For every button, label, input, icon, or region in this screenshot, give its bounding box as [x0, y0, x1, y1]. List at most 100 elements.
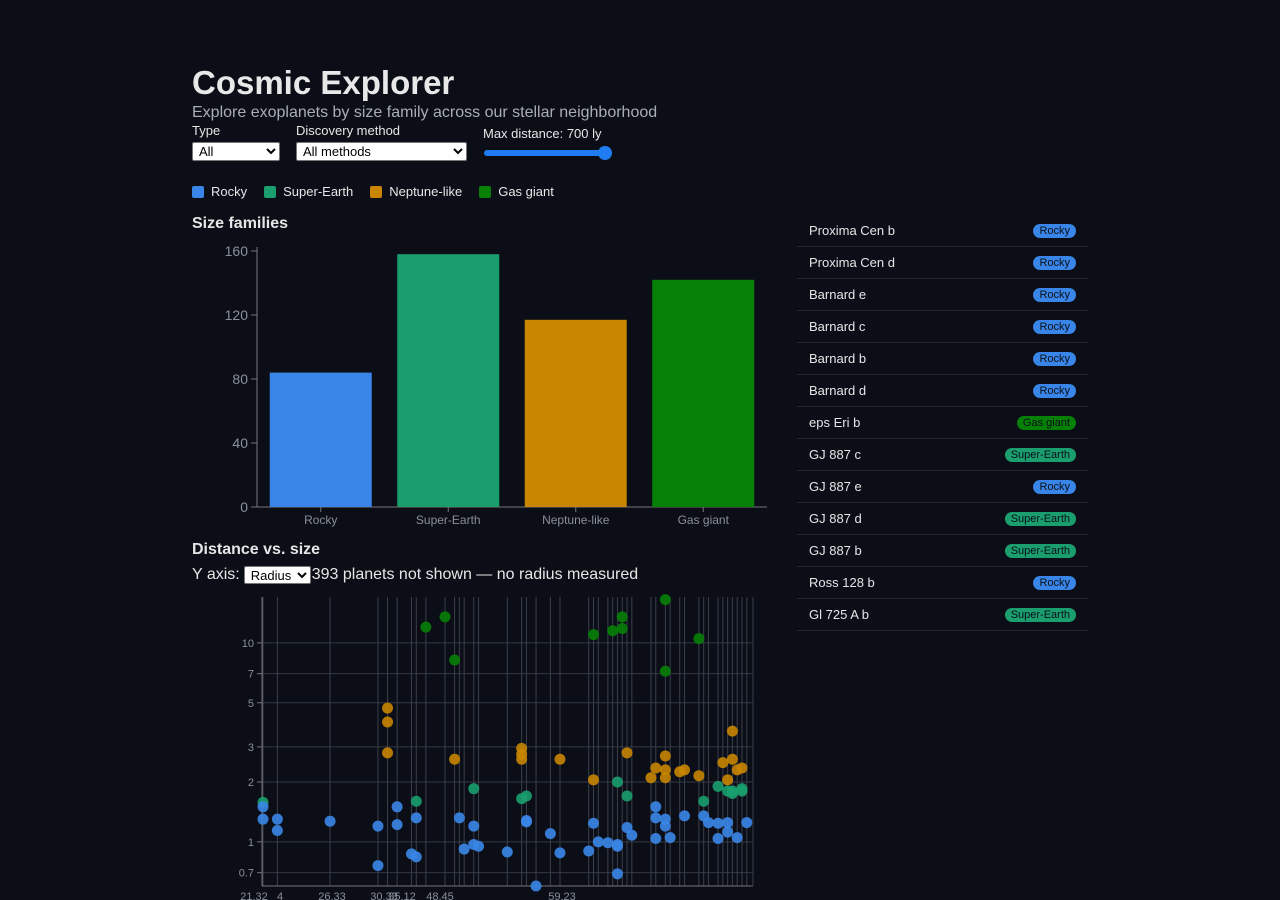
scatter-point[interactable] — [664, 832, 676, 844]
scatter-point[interactable] — [453, 812, 465, 824]
scatter-point[interactable] — [520, 790, 532, 802]
scatter-point[interactable] — [693, 770, 705, 782]
scatter-point[interactable] — [439, 611, 451, 623]
scatter-point[interactable] — [726, 787, 738, 799]
scatter-point[interactable] — [602, 837, 614, 849]
scatter-point[interactable] — [607, 625, 619, 637]
scatter-point[interactable] — [410, 795, 422, 807]
scatter-point[interactable] — [257, 801, 269, 813]
scatter-point[interactable] — [544, 828, 556, 840]
scatter-point[interactable] — [650, 832, 662, 844]
planet-list-item[interactable]: Proxima Cen d Rocky — [797, 247, 1088, 279]
scatter-point[interactable] — [382, 716, 394, 728]
scatter-point[interactable] — [372, 860, 384, 872]
scatter-point[interactable] — [530, 880, 542, 892]
yaxis-select[interactable]: Radius — [243, 566, 311, 584]
scatter-point[interactable] — [410, 851, 422, 863]
scatter-point[interactable] — [420, 621, 432, 633]
scatter-point[interactable] — [722, 774, 734, 786]
scatter-point[interactable] — [679, 810, 691, 822]
scatter-point[interactable] — [449, 654, 461, 666]
scatter-point[interactable] — [468, 783, 480, 795]
scatter-point[interactable] — [468, 820, 480, 832]
scatter-point[interactable] — [712, 780, 724, 792]
scatter-point[interactable] — [722, 826, 734, 838]
scatter-point[interactable] — [650, 812, 662, 824]
distance-slider[interactable] — [484, 146, 612, 160]
scatter-point[interactable] — [736, 785, 748, 797]
scatter-point[interactable] — [659, 820, 671, 832]
scatter-point[interactable] — [659, 750, 671, 762]
scatter-point[interactable] — [588, 629, 600, 641]
scatter-point[interactable] — [473, 840, 485, 852]
scatter-point[interactable] — [679, 764, 691, 776]
scatter-point[interactable] — [554, 847, 566, 859]
scatter-point[interactable] — [626, 829, 638, 841]
scatter-point[interactable] — [501, 846, 513, 858]
scatter-point[interactable] — [659, 594, 671, 606]
scatter-point[interactable] — [659, 764, 671, 776]
scatter-point[interactable] — [650, 801, 662, 813]
planet-family-badge: Rocky — [1033, 479, 1076, 494]
scatter-point[interactable] — [741, 817, 753, 829]
scatter-point[interactable] — [410, 812, 422, 824]
scatter-point[interactable] — [722, 817, 734, 829]
legend-swatch — [264, 185, 277, 198]
scatter-point[interactable] — [712, 832, 724, 844]
scatter-point[interactable] — [621, 790, 633, 802]
planet-list-item[interactable]: Barnard e Rocky — [797, 279, 1088, 311]
scatter-point[interactable] — [391, 819, 403, 831]
scatter-point[interactable] — [257, 813, 269, 825]
scatter-point[interactable] — [554, 753, 566, 765]
scatter-point[interactable] — [324, 815, 336, 827]
scatter-point[interactable] — [616, 611, 628, 623]
planet-list-item[interactable]: GJ 887 e Rocky — [797, 471, 1088, 503]
scatter-point[interactable] — [583, 845, 595, 857]
scatter-point[interactable] — [731, 832, 743, 844]
scatter-point[interactable] — [616, 623, 628, 635]
scatter-point[interactable] — [588, 774, 600, 786]
planet-list-item[interactable]: GJ 887 b Super-Earth — [797, 535, 1088, 567]
scatter-point[interactable] — [391, 801, 403, 813]
planet-list-item[interactable]: Barnard d Rocky — [797, 375, 1088, 407]
scatter-point[interactable] — [645, 772, 657, 784]
planet-list-item[interactable]: GJ 887 c Super-Earth — [797, 439, 1088, 471]
scatter-point[interactable] — [621, 747, 633, 759]
planet-list-item[interactable]: Ross 128 b Rocky — [797, 567, 1088, 599]
scatter-point[interactable] — [382, 702, 394, 714]
scatter-point[interactable] — [726, 753, 738, 765]
distance-slider-thumb[interactable] — [598, 146, 612, 160]
scatter-point[interactable] — [659, 772, 671, 784]
scatter-point[interactable] — [611, 840, 623, 852]
planet-list-item[interactable]: Gl 725 A b Super-Earth — [797, 599, 1088, 631]
scatter-point[interactable] — [372, 820, 384, 832]
scatter-point[interactable] — [726, 725, 738, 737]
scatter-point[interactable] — [717, 757, 729, 769]
scatter-point[interactable] — [698, 795, 710, 807]
scatter-point[interactable] — [736, 762, 748, 774]
scatter-y-tick-label: 10 — [242, 638, 254, 650]
scatter-point[interactable] — [611, 776, 623, 788]
scatter-point[interactable] — [659, 665, 671, 677]
scatter-point[interactable] — [458, 843, 470, 855]
planet-list-item[interactable]: Proxima Cen b Rocky — [797, 215, 1088, 247]
scatter-point[interactable] — [271, 825, 283, 837]
scatter-point[interactable] — [520, 816, 532, 828]
planet-list-item[interactable]: GJ 887 d Super-Earth — [797, 503, 1088, 535]
method-filter-select[interactable]: All methods — [296, 142, 467, 161]
scatter-point[interactable] — [702, 817, 714, 829]
type-filter-select[interactable]: All — [192, 142, 280, 161]
planet-list-item[interactable]: Barnard c Rocky — [797, 311, 1088, 343]
scatter-point[interactable] — [611, 868, 623, 880]
scatter-point[interactable] — [650, 762, 662, 774]
planet-list-item[interactable]: eps Eri b Gas giant — [797, 407, 1088, 439]
scatter-point[interactable] — [588, 817, 600, 829]
scatter-point[interactable] — [712, 817, 724, 829]
scatter-point[interactable] — [693, 633, 705, 645]
scatter-point[interactable] — [449, 753, 461, 765]
scatter-point[interactable] — [592, 836, 604, 848]
scatter-point[interactable] — [382, 747, 394, 759]
scatter-point[interactable] — [516, 753, 528, 765]
planet-list-item[interactable]: Barnard b Rocky — [797, 343, 1088, 375]
scatter-point[interactable] — [271, 813, 283, 825]
